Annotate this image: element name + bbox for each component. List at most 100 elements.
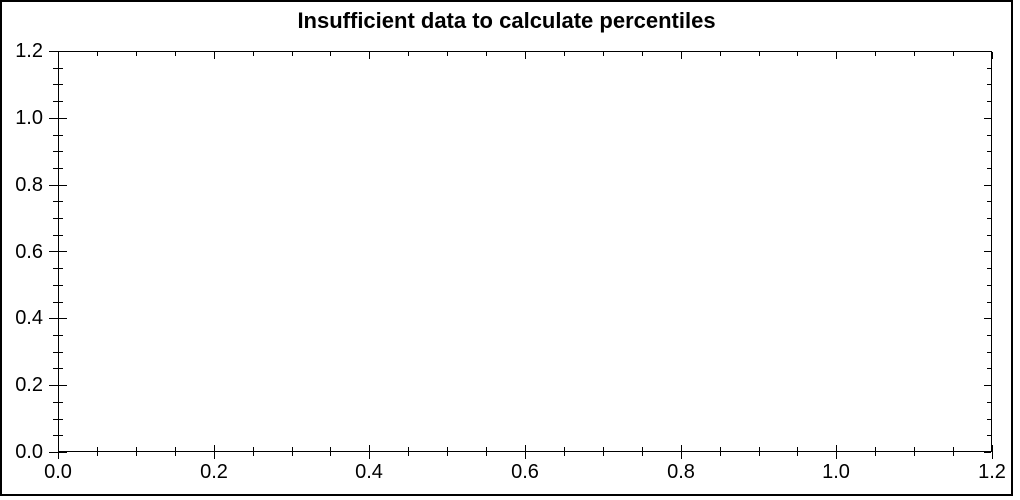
y-axis-minor-tick bbox=[53, 218, 63, 219]
x-axis-top-minor-tick bbox=[603, 52, 604, 56]
y-axis-minor-tick bbox=[53, 435, 63, 436]
y-axis-major-tick bbox=[49, 251, 67, 252]
y-axis-right-major-tick bbox=[984, 118, 991, 119]
x-axis-minor-tick bbox=[914, 447, 915, 456]
y-axis-minor-tick bbox=[53, 335, 63, 336]
y-axis-major-tick bbox=[49, 185, 67, 186]
y-axis-right-major-tick bbox=[984, 51, 991, 52]
y-axis-right-minor-tick bbox=[987, 235, 991, 236]
chart-title: Insufficient data to calculate percentil… bbox=[297, 8, 716, 33]
y-axis-minor-tick bbox=[53, 84, 63, 85]
x-axis-minor-tick bbox=[720, 447, 721, 456]
x-axis-top-minor-tick bbox=[408, 52, 409, 56]
x-axis-tick-label: 1.0 bbox=[822, 461, 850, 483]
x-axis-top-major-tick bbox=[58, 52, 59, 59]
x-axis-tick-label: 0.8 bbox=[667, 461, 695, 483]
x-axis-top-major-tick bbox=[992, 52, 993, 59]
y-axis-minor-tick bbox=[53, 402, 63, 403]
y-axis-right-minor-tick bbox=[987, 168, 991, 169]
y-axis-right-minor-tick bbox=[987, 402, 991, 403]
x-axis-top-major-tick bbox=[525, 52, 526, 59]
y-axis-tick-label: 0.8 bbox=[15, 174, 43, 196]
x-axis-tick-label: 1.2 bbox=[978, 461, 1006, 483]
y-axis-tick-label: 0.6 bbox=[15, 241, 43, 263]
y-axis-minor-tick bbox=[53, 168, 63, 169]
x-axis-minor-tick bbox=[486, 447, 487, 456]
y-axis-right-minor-tick bbox=[987, 335, 991, 336]
x-axis-top-minor-tick bbox=[447, 52, 448, 56]
x-axis-major-tick bbox=[681, 445, 682, 459]
x-axis-minor-tick bbox=[253, 447, 254, 456]
y-axis-major-tick bbox=[49, 385, 67, 386]
y-axis-right-major-tick bbox=[984, 385, 991, 386]
y-axis-minor-tick bbox=[53, 419, 63, 420]
y-axis-minor-tick bbox=[53, 268, 63, 269]
y-axis-major-tick bbox=[49, 118, 67, 119]
x-axis-minor-tick bbox=[603, 447, 604, 456]
x-axis-top-minor-tick bbox=[759, 52, 760, 56]
y-axis-right-major-tick bbox=[984, 185, 991, 186]
y-axis-right-minor-tick bbox=[987, 419, 991, 420]
y-axis-tick-label: 1.0 bbox=[15, 107, 43, 129]
x-axis-top-major-tick bbox=[681, 52, 682, 59]
y-axis-major-tick bbox=[49, 452, 67, 453]
y-axis-minor-tick bbox=[53, 368, 63, 369]
y-axis-right-minor-tick bbox=[987, 302, 991, 303]
x-axis-major-tick bbox=[214, 445, 215, 459]
y-axis-major-tick bbox=[49, 51, 67, 52]
y-axis-major-tick bbox=[49, 318, 67, 319]
x-axis-top-major-tick bbox=[214, 52, 215, 59]
x-axis-minor-tick bbox=[136, 447, 137, 456]
y-axis-tick-label: 0.4 bbox=[15, 307, 43, 329]
y-axis-right-major-tick bbox=[984, 251, 991, 252]
y-axis-right-minor-tick bbox=[987, 101, 991, 102]
y-axis-minor-tick bbox=[53, 285, 63, 286]
plot-area bbox=[58, 51, 992, 452]
x-axis-tick-label: 0.2 bbox=[200, 461, 228, 483]
x-axis-top-minor-tick bbox=[564, 52, 565, 56]
x-axis-minor-tick bbox=[797, 447, 798, 456]
y-axis-right-minor-tick bbox=[987, 201, 991, 202]
y-axis-right-minor-tick bbox=[987, 84, 991, 85]
x-axis-top-minor-tick bbox=[486, 52, 487, 56]
y-axis-minor-tick bbox=[53, 151, 63, 152]
x-axis-top-major-tick bbox=[836, 52, 837, 59]
x-axis-top-minor-tick bbox=[330, 52, 331, 56]
y-axis-minor-tick bbox=[53, 235, 63, 236]
y-axis-minor-tick bbox=[53, 101, 63, 102]
y-axis-right-minor-tick bbox=[987, 368, 991, 369]
x-axis-major-tick bbox=[525, 445, 526, 459]
x-axis-minor-tick bbox=[175, 447, 176, 456]
y-axis-right-minor-tick bbox=[987, 352, 991, 353]
x-axis-minor-tick bbox=[953, 447, 954, 456]
x-axis-major-tick bbox=[836, 445, 837, 459]
x-axis-minor-tick bbox=[97, 447, 98, 456]
x-axis-minor-tick bbox=[875, 447, 876, 456]
x-axis-minor-tick bbox=[408, 447, 409, 456]
y-axis-right-minor-tick bbox=[987, 135, 991, 136]
x-axis-top-minor-tick bbox=[953, 52, 954, 56]
x-axis-minor-tick bbox=[564, 447, 565, 456]
y-axis-right-minor-tick bbox=[987, 68, 991, 69]
y-axis-minor-tick bbox=[53, 302, 63, 303]
y-axis-right-major-tick bbox=[984, 318, 991, 319]
x-axis-minor-tick bbox=[642, 447, 643, 456]
x-axis-tick-label: 0.6 bbox=[511, 461, 539, 483]
x-axis-top-minor-tick bbox=[253, 52, 254, 56]
x-axis-top-minor-tick bbox=[292, 52, 293, 56]
y-axis-right-minor-tick bbox=[987, 268, 991, 269]
y-axis-minor-tick bbox=[53, 135, 63, 136]
y-axis-right-minor-tick bbox=[987, 435, 991, 436]
y-axis-tick-label: 0.2 bbox=[15, 374, 43, 396]
y-axis-tick-label: 0.0 bbox=[15, 441, 43, 463]
x-axis-major-tick bbox=[369, 445, 370, 459]
x-axis-tick-label: 0.0 bbox=[44, 461, 72, 483]
x-axis-top-minor-tick bbox=[175, 52, 176, 56]
x-axis-top-minor-tick bbox=[97, 52, 98, 56]
x-axis-minor-tick bbox=[292, 447, 293, 456]
x-axis-minor-tick bbox=[759, 447, 760, 456]
x-axis-top-minor-tick bbox=[136, 52, 137, 56]
y-axis-right-minor-tick bbox=[987, 151, 991, 152]
